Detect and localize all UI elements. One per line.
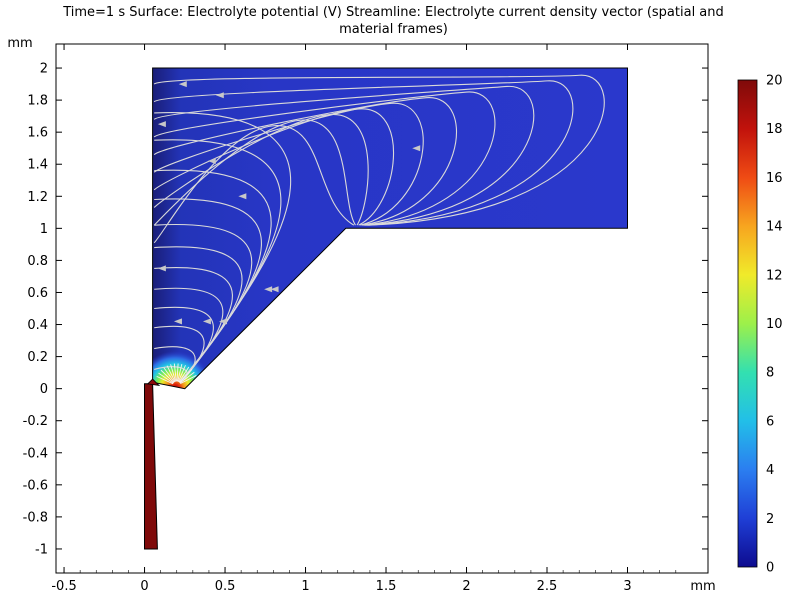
x-tick-label: 0.5 <box>215 579 236 594</box>
streamline-arrow <box>412 145 421 152</box>
y-tick-label: 0.4 <box>27 318 48 333</box>
streamline <box>153 74 605 226</box>
streamline-arrow <box>207 158 216 165</box>
y-tick-label: 2 <box>40 62 48 77</box>
streamline-arrow <box>173 318 182 325</box>
streamline-near-tip <box>177 365 186 382</box>
y-tick-label: -0.2 <box>23 414 48 429</box>
y-tick-label: 1.6 <box>27 126 48 141</box>
colorbar-tick-label: 6 <box>766 414 774 429</box>
streamline-near-tip <box>177 363 183 382</box>
streamline <box>153 108 395 226</box>
streamline <box>153 113 369 226</box>
streamline <box>153 85 535 226</box>
streamline-near-tip <box>156 375 174 385</box>
colorbar-tick-label: 16 <box>766 171 783 186</box>
streamline <box>153 91 496 226</box>
streamline-near-tip <box>179 371 195 384</box>
streamline-near-tip <box>170 364 177 382</box>
x-tick-label: 1 <box>301 579 309 594</box>
streamline-near-tip <box>158 372 174 384</box>
x-unit-label: mm <box>690 579 715 594</box>
streamline-arrow <box>270 286 279 293</box>
y-unit-label: mm <box>7 36 32 51</box>
streamline <box>153 102 424 226</box>
x-tick-label: -0.5 <box>51 579 76 594</box>
y-tick-label: -0.4 <box>23 446 48 461</box>
y-tick-label: 1.2 <box>27 190 48 205</box>
electrode <box>144 383 158 550</box>
x-tick-label: 3 <box>623 579 631 594</box>
colorbar-tick-label: 0 <box>766 561 774 576</box>
colorbar-tick-label: 18 <box>766 122 783 137</box>
y-tick-label: -0.6 <box>23 478 48 493</box>
x-tick-label: 2 <box>462 579 470 594</box>
streamlines <box>153 74 605 385</box>
y-tick-label: 1.4 <box>27 158 48 173</box>
y-tick-label: -1 <box>35 542 48 557</box>
colorbar: 0 2 4 6 8 10 12 14 16 18 20 <box>737 74 783 576</box>
streamline <box>153 125 355 244</box>
streamline-near-tip <box>176 363 179 382</box>
streamline-arrow <box>202 318 211 325</box>
streamline-near-tip <box>166 365 176 383</box>
streamline-arrow <box>157 265 166 272</box>
streamline-arrow <box>215 92 224 99</box>
x-tick-label: 1.5 <box>376 579 397 594</box>
electrolyte-domain <box>144 67 628 550</box>
colorbar-tick-label: 12 <box>766 268 783 283</box>
colorbar-tick-label: 20 <box>766 74 783 89</box>
streamline-arrow <box>264 286 273 293</box>
plot-frame <box>55 43 709 574</box>
streamline-near-tip <box>173 363 177 382</box>
streamline-near-tip <box>160 369 175 383</box>
y-tick-label: 0 <box>40 382 48 397</box>
streamline-near-tip <box>179 369 193 383</box>
colorbar-tick-label: 4 <box>766 463 774 478</box>
colorbar-tick-label: 8 <box>766 366 774 381</box>
y-tick-label: 1 <box>40 222 48 237</box>
streamline-arrow <box>219 318 228 325</box>
streamline <box>153 80 574 226</box>
axes: -0.5 0 0.5 1 1.5 2 2.5 3 mm -1 -0.8 -0.6 -0.4 -0.2 0 0.… <box>7 36 715 594</box>
streamline-near-tip <box>163 367 175 383</box>
colorbar-tick-label: 2 <box>766 512 774 527</box>
plot-title-line-1: Time=1 s Surface: Electrolyte potential … <box>63 5 724 20</box>
colorbar-bar <box>737 79 758 568</box>
colorbar-tick-label: 14 <box>766 220 783 235</box>
streamline-near-tip <box>178 366 190 383</box>
streamline-arrow <box>157 121 166 128</box>
colorbar-tick-label: 10 <box>766 317 783 332</box>
y-tick-label: 0.2 <box>27 350 48 365</box>
electrolyte-surface <box>152 68 628 389</box>
y-tick-label: 0.6 <box>27 286 48 301</box>
electrode-tip <box>146 378 161 387</box>
streamline-arrow <box>178 81 187 88</box>
x-tick-label: 2.5 <box>537 579 558 594</box>
y-tick-label: 1.8 <box>27 94 48 109</box>
plot-title-line-2: material frames) <box>339 22 448 37</box>
streamline <box>153 97 457 226</box>
y-tick-label: 0.8 <box>27 254 48 269</box>
streamline-arrow <box>238 193 247 200</box>
y-tick-label: -0.8 <box>23 510 48 525</box>
streamline-near-tip <box>180 375 197 385</box>
x-tick-label: 0 <box>140 579 148 594</box>
potential-hotspot <box>152 345 217 389</box>
